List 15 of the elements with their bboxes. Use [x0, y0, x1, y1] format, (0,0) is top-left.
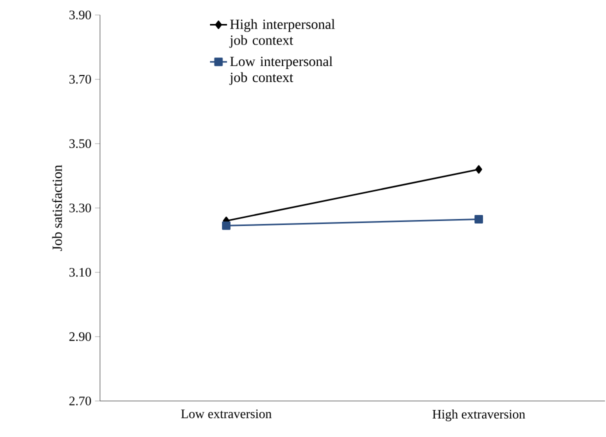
- point: [222, 221, 230, 230]
- x-tick-label: Low extraversion: [181, 410, 272, 418]
- y-tick-label: 3.50: [69, 139, 91, 148]
- y-tick-label: 3.10: [69, 268, 91, 277]
- y-tick-label: 2.90: [69, 332, 91, 342]
- legend-label: High interpersonal job context: [229, 19, 335, 48]
- legend-label: Low interpersonal job context: [229, 56, 332, 85]
- point: [474, 215, 483, 224]
- y-tick-label: 3.90: [69, 10, 91, 20]
- y-tick-label: 2.70: [69, 396, 91, 406]
- x-tick-label: High extraversion: [432, 410, 526, 422]
- y-tick-label: 3.30: [69, 204, 91, 212]
- y-axis-title: Job satisfaction: [52, 164, 62, 251]
- point: [475, 165, 482, 174]
- y-tick-label: 3.70: [69, 74, 91, 84]
